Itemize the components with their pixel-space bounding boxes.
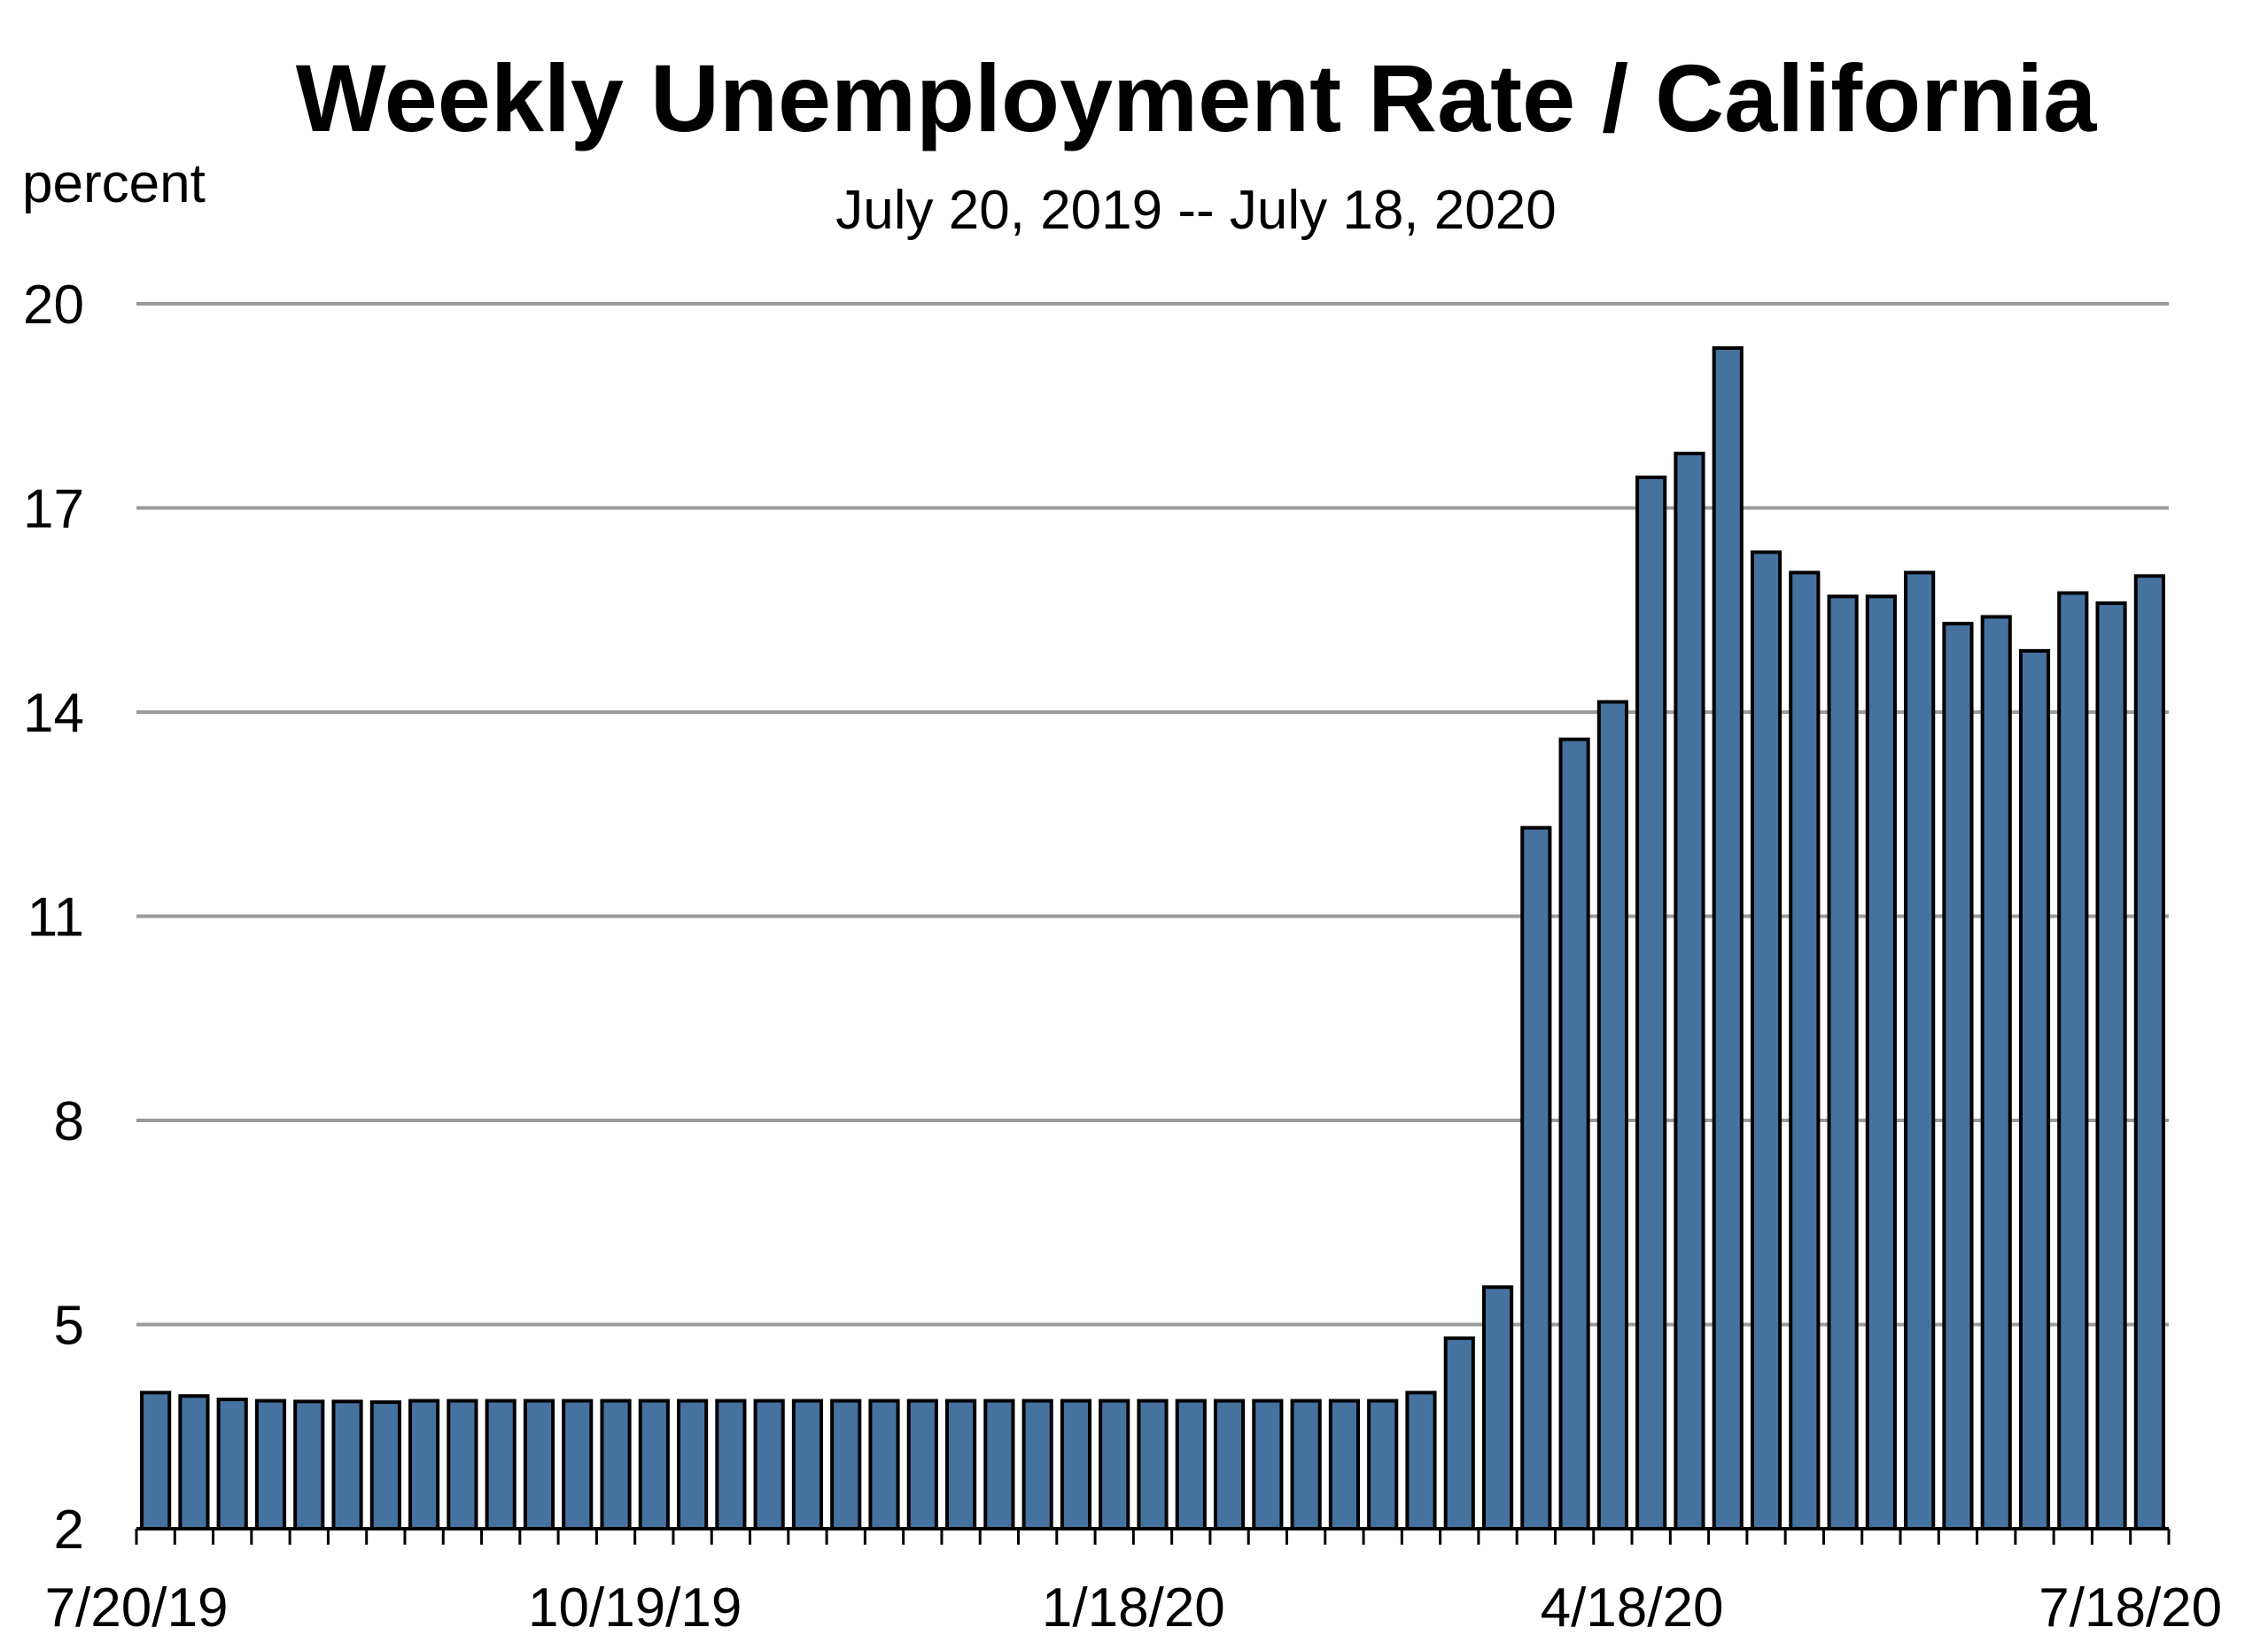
bar-7/20/19 (140, 1391, 172, 1531)
bar-3/28/20 (1520, 825, 1552, 1530)
x-tick-label-10/19/19: 10/19/19 (528, 1577, 742, 1635)
bar-7/11/20 (2095, 601, 2127, 1530)
bar-4/11/20 (1596, 700, 1628, 1530)
bar-11/9/19 (753, 1399, 785, 1531)
chart-title: Weekly Unemployment Rate / California (296, 44, 2097, 151)
bar-6/27/20 (2018, 648, 2051, 1530)
y-tick-label-2: 2 (54, 1499, 84, 1561)
bar-9/14/19 (447, 1399, 478, 1531)
bar-11/16/19 (791, 1399, 824, 1531)
bar-6/20/20 (1980, 615, 2012, 1530)
bar-6/13/20 (1942, 622, 1974, 1530)
bar-5/9/20 (1750, 550, 1783, 1530)
bar-10/5/19 (562, 1399, 594, 1531)
bar-12/14/19 (945, 1399, 977, 1531)
bar-9/7/19 (408, 1399, 440, 1531)
bar-4/4/20 (1558, 737, 1590, 1530)
bar-7/18/20 (2133, 574, 2165, 1530)
bar-11/2/19 (715, 1399, 747, 1531)
bar-5/23/20 (1827, 594, 1859, 1531)
bar-3/7/20 (1405, 1391, 1437, 1531)
gridlines (136, 302, 2169, 1327)
bar-1/11/20 (1099, 1399, 1130, 1531)
bar-2/22/20 (1328, 1399, 1360, 1531)
bar-10/19/19 (638, 1399, 670, 1531)
x-tick-label-1/18/20: 1/18/20 (1042, 1577, 1225, 1635)
bar-5/30/20 (1865, 594, 1897, 1531)
bar-7/27/19 (178, 1394, 210, 1531)
bar-2/29/20 (1367, 1399, 1399, 1531)
y-tick-label-8: 8 (54, 1091, 84, 1152)
y-axis-label: percent (22, 153, 206, 214)
bar-1/18/20 (1137, 1399, 1169, 1531)
bar-4/25/20 (1674, 452, 1705, 1530)
bar-8/17/19 (293, 1399, 325, 1530)
bar-1/25/20 (1175, 1399, 1207, 1531)
bar-2/8/20 (1252, 1399, 1284, 1531)
bar-12/28/19 (1021, 1399, 1053, 1531)
x-axis (135, 1527, 2171, 1545)
bar-8/3/19 (216, 1398, 248, 1531)
x-tick-label-7/20/19: 7/20/19 (45, 1577, 229, 1635)
bar-7/4/20 (2057, 591, 2089, 1531)
bar-10/26/19 (677, 1399, 709, 1531)
bar-3/14/20 (1443, 1336, 1475, 1531)
y-axis-tick-labels: 2 5 8 11 14 17 20 (23, 275, 84, 1561)
bar-2/15/20 (1290, 1399, 1322, 1531)
chart-subtitle: July 20, 2019 -- July 18, 2020 (835, 180, 1556, 241)
bar-8/31/19 (369, 1400, 401, 1530)
y-tick-label-14: 14 (23, 683, 84, 744)
bar-10/12/19 (600, 1399, 632, 1531)
y-tick-label-11: 11 (27, 887, 84, 949)
bars (140, 345, 2165, 1531)
bar-3/21/20 (1481, 1285, 1514, 1531)
y-tick-label-20: 20 (23, 275, 84, 336)
bar-8/10/19 (254, 1399, 287, 1531)
bar-11/30/19 (868, 1399, 900, 1531)
bar-4/18/20 (1635, 475, 1667, 1530)
x-tick-label-4/18/20: 4/18/20 (1541, 1577, 1724, 1635)
bar-1/4/20 (1060, 1399, 1092, 1531)
bar-9/28/19 (523, 1399, 555, 1531)
y-tick-label-17: 17 (23, 479, 84, 540)
x-axis-tick-labels: 7/20/19 10/19/19 1/18/20 4/18/20 7/18/20 (45, 1577, 2223, 1635)
bar-12/7/19 (906, 1399, 938, 1531)
bar-11/23/19 (830, 1399, 862, 1531)
bar-6/6/20 (1904, 570, 1936, 1530)
bar-8/24/19 (331, 1399, 363, 1530)
bar-9/21/19 (485, 1399, 517, 1531)
y-tick-label-5: 5 (54, 1296, 84, 1357)
bar-5/16/20 (1789, 570, 1821, 1530)
bar-12/21/19 (983, 1399, 1015, 1531)
x-tick-label-7/18/20: 7/18/20 (2039, 1577, 2222, 1635)
bar-5/2/20 (1712, 345, 1744, 1531)
bar-2/1/20 (1213, 1399, 1246, 1531)
